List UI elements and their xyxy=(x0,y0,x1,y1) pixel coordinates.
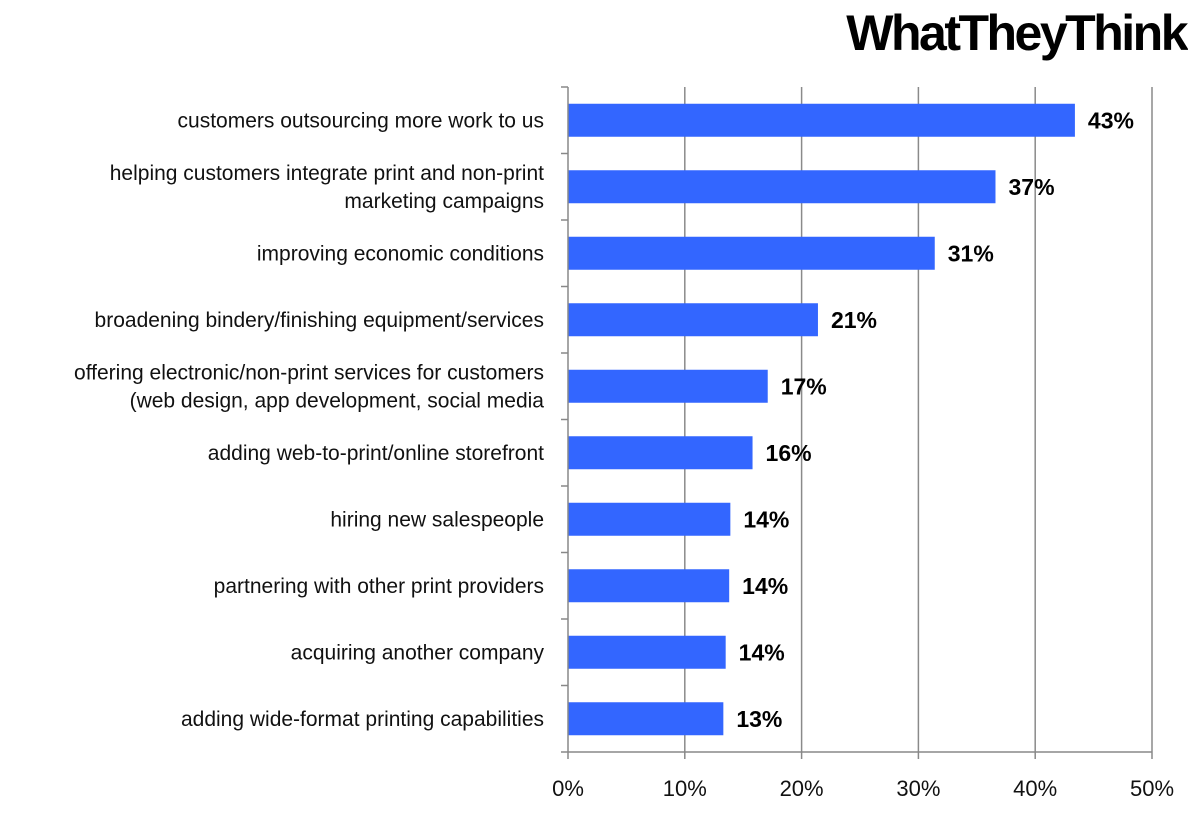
category-label: adding wide-format printing capabilities xyxy=(181,708,544,731)
bar-value-label: 16% xyxy=(766,440,812,466)
bar xyxy=(568,569,730,603)
bar xyxy=(568,436,753,470)
labels: 0% 10% 20% 30% 40% 50% 43% customers outsourcin… xyxy=(74,107,1174,801)
category-label: helping customers integrate print and no… xyxy=(110,162,544,185)
bar xyxy=(568,103,1075,137)
category-label: marketing campaigns xyxy=(344,190,544,213)
whattheythink-logo: WhatTheyThink xyxy=(828,2,1191,74)
x-tick-label: 30% xyxy=(896,776,940,801)
bar-value-label: 43% xyxy=(1088,107,1134,133)
bar-value-label: 14% xyxy=(739,639,785,665)
bar xyxy=(568,369,768,403)
bars xyxy=(568,103,1075,736)
bar xyxy=(568,236,935,270)
category-label: partnering with other print providers xyxy=(214,575,544,598)
bar-value-label: 17% xyxy=(781,373,827,399)
category-label: offering electronic/non-print services f… xyxy=(74,361,544,384)
bar-value-label: 21% xyxy=(831,307,877,333)
bar-value-label: 31% xyxy=(948,240,994,266)
bar xyxy=(568,635,726,669)
x-tick-label: 50% xyxy=(1130,776,1174,801)
bar-value-label: 14% xyxy=(742,573,788,599)
x-tick-label: 10% xyxy=(663,776,707,801)
category-label: hiring new salespeople xyxy=(330,508,544,531)
bar xyxy=(568,502,731,536)
x-tick-label: 0% xyxy=(552,776,584,801)
axes xyxy=(561,86,1153,759)
category-label: adding web-to-print/online storefront xyxy=(208,442,544,465)
bar-value-label: 14% xyxy=(743,506,789,532)
category-label: customers outsourcing more work to us xyxy=(178,109,544,132)
bar xyxy=(568,702,724,736)
bar-value-label: 13% xyxy=(736,706,782,732)
category-label: (web design, app development, social med… xyxy=(130,389,545,412)
x-tick-label: 20% xyxy=(780,776,824,801)
bar xyxy=(568,170,996,204)
category-label: acquiring another company xyxy=(291,641,545,664)
logo-wordmark: WhatTheyThink xyxy=(846,5,1188,61)
logo-graphic: WhatTheyThink xyxy=(846,5,1191,61)
x-tick-label: 40% xyxy=(1013,776,1057,801)
category-label: improving economic conditions xyxy=(257,242,544,265)
bar-value-label: 37% xyxy=(1008,174,1054,200)
category-label: broadening bindery/finishing equipment/s… xyxy=(95,309,544,332)
bar xyxy=(568,303,818,337)
